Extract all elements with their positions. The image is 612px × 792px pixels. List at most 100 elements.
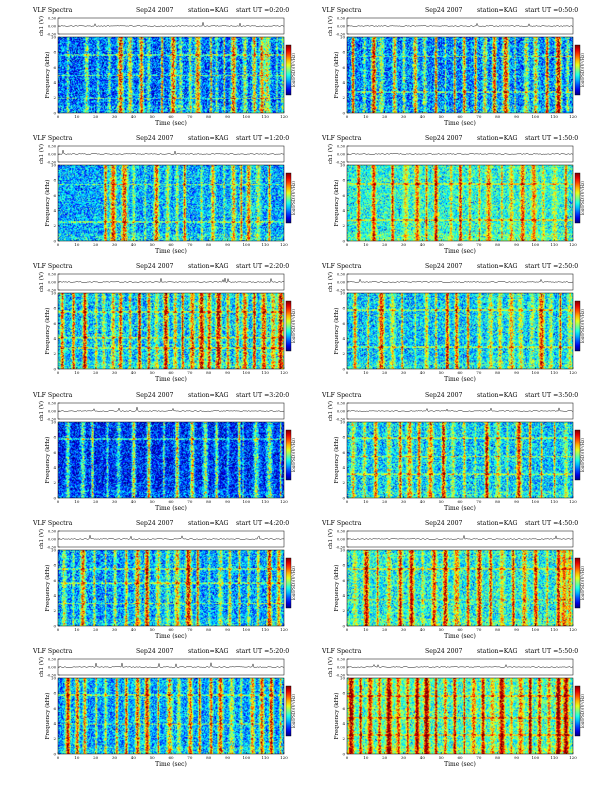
spectrogram-x-tick-label: 110 [261,242,269,247]
waveform-y-label: ch1 (V) [327,529,334,549]
spectrogram-x-tick-label: 50 [439,370,445,375]
spectrogram-y-tick-label: 8 [53,306,56,311]
waveform-y-label: ch1 (V) [327,401,334,421]
spectrogram-x-tick-label: 120 [569,499,577,504]
panel-date: Sep24 2007 [136,135,174,142]
panel-title-row: VLF Spectra Sep24 2007 station=KAG start UT… [33,134,295,143]
waveform-trace [57,534,285,540]
spectrogram-x-tick-label: 50 [439,242,445,247]
spectrogram-y-tick-label: 10 [51,290,57,295]
colorbar-label: log(PSD)(V²/Hz) [291,694,295,728]
waveform-trace [57,149,285,155]
spectrogram-y-tick-label: 0 [342,110,345,115]
spectrogram-y-tick-label: 2 [53,351,56,356]
waveform-tick-label: 0.00 [48,280,57,284]
spectrogram-x-tick-label: 70 [187,627,193,632]
waveform-tick-label: 0.00 [337,24,346,28]
panel-station: station=KAG [188,135,229,142]
spectrogram-y-tick-label: 0 [342,751,345,756]
panel-title-row: VLF Spectra Sep24 2007 station=KAG start UT… [33,519,295,528]
panel-title: VLF Spectra [33,520,73,527]
panel-station: station=KAG [477,135,518,142]
spectrogram-y-tick-label: 8 [342,178,345,183]
spectrogram-x-tick-label: 100 [243,242,251,247]
spectrogram-x-tick-label: 40 [131,114,137,119]
spectrogram-x-tick-label: 20 [93,627,99,632]
spectrogram-x-tick-label: 0 [346,114,349,119]
panel-station: station=KAG [188,648,229,655]
spectrogram-y-tick-label: 6 [342,65,345,70]
panel-date: Sep24 2007 [136,392,174,399]
waveform-tick-label: 0.30 [48,144,57,148]
spectrogram-x-tick-label: 60 [168,370,174,375]
colorbar [574,44,581,96]
spectrogram-panel: VLF Spectra Sep24 2007 station=KAG start UT… [33,647,296,775]
spectrogram-x-tick-label: 0 [346,370,349,375]
spectrogram-y-tick-label: 8 [342,435,345,440]
waveform-tick-label: 0.00 [337,537,346,541]
spectrogram-x-tick-label: 60 [457,627,463,632]
spectrogram-y-label: Frequency (kHz) [44,308,51,355]
colorbar [285,685,292,737]
spectrogram-y-tick-label: 6 [342,450,345,455]
colorbar [574,300,581,352]
waveform-tick-label: -0.30 [336,417,346,421]
spectrogram-panel: VLF Spectra Sep24 2007 station=KAG start UT… [322,6,585,134]
spectrogram-image [58,678,284,754]
panel-title-row: VLF Spectra Sep24 2007 station=KAG start UT… [322,134,584,143]
spectrogram-x-tick-label: 40 [420,499,426,504]
spectrogram-x-tick-label: 100 [532,499,540,504]
colorbar-label: log(PSD)(V²/Hz) [580,53,584,87]
panel-start-ut: start UT =2:20:0 [236,263,290,270]
spectrogram-x-tick-label: 0 [57,499,60,504]
waveform-tick-label: 0.00 [48,665,57,669]
spectrogram-x-tick-label: 40 [131,627,137,632]
waveform-trace [57,662,285,668]
spectrogram-x-tick-label: 30 [401,627,407,632]
waveform-tick-label: 0.30 [48,272,57,276]
spectrogram-x-tick-label: 40 [420,114,426,119]
spectrogram-x-tick-label: 70 [476,370,482,375]
spectrogram-x-tick-label: 110 [261,499,269,504]
spectrogram-y-tick-label: 2 [342,223,345,228]
panel-title-row: VLF Spectra Sep24 2007 station=KAG start UT… [33,391,295,400]
spectrogram-x-tick-label: 80 [206,242,212,247]
panel-station: station=KAG [477,392,518,399]
spectrogram-image [347,550,573,626]
spectrogram-x-tick-label: 80 [495,370,501,375]
spectrogram-y-tick-label: 10 [340,290,346,295]
spectrogram-y-tick-label: 4 [53,336,56,341]
spectrogram-x-tick-label: 50 [150,114,156,119]
spectrogram-x-tick-label: 30 [112,114,118,119]
waveform-tick-label: -0.30 [336,545,346,549]
colorbar [285,300,292,352]
waveform-axes [346,658,574,676]
spectrogram-y-tick-label: 2 [53,223,56,228]
spectrogram-x-tick-label: 10 [363,242,369,247]
spectrogram-x-tick-label: 60 [457,755,463,760]
panel-title: VLF Spectra [33,648,73,655]
spectrogram-x-tick-label: 30 [401,114,407,119]
panel-start-ut: start UT =4:50:0 [525,520,579,527]
spectrogram-x-tick-label: 80 [206,370,212,375]
spectrogram-x-tick-label: 70 [476,499,482,504]
panel-start-ut: start UT =1:50:0 [525,135,579,142]
spectrogram-x-tick-label: 50 [439,114,445,119]
spectrogram-x-tick-label: 0 [57,114,60,119]
waveform-tick-label: -0.30 [47,288,57,292]
colorbar-label: log(PSD)(V²/Hz) [580,694,584,728]
spectrogram-y-tick-label: 8 [342,306,345,311]
spectrogram-x-tick-label: 100 [243,499,251,504]
panel-start-ut: start UT =1:20:0 [236,135,290,142]
spectrogram-x-label: Time (sec) [155,248,187,255]
spectrogram-x-tick-label: 20 [93,499,99,504]
waveform-tick-label: -0.30 [47,673,57,677]
waveform-tick-label: -0.30 [47,417,57,421]
waveform-tick-label: 0.30 [48,657,57,661]
spectrogram-y-tick-label: 2 [342,95,345,100]
panel-date: Sep24 2007 [425,263,463,270]
spectrogram-x-tick-label: 0 [57,755,60,760]
colorbar-label: log(PSD)(V²/Hz) [291,53,295,87]
